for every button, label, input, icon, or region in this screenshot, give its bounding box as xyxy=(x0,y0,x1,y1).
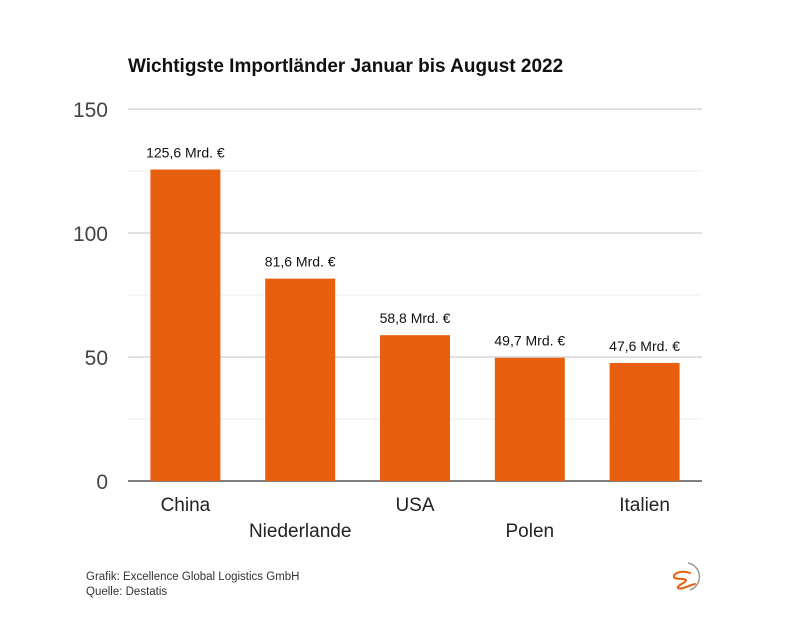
credit-grafik: Grafik: Excellence Global Logistics GmbH xyxy=(86,571,300,583)
bar-usa xyxy=(380,335,450,481)
data-label: 58,8 Mrd. € xyxy=(380,310,451,326)
x-tick-label: China xyxy=(161,495,211,516)
data-label: 47,6 Mrd. € xyxy=(609,338,680,354)
x-tick-label: Italien xyxy=(619,495,670,516)
bar-italien xyxy=(609,362,680,481)
bar-niederlande xyxy=(265,278,336,481)
x-tick-label: Niederlande xyxy=(249,521,351,542)
chart-title: Wichtigste Importländer Januar bis Augus… xyxy=(128,56,564,77)
y-tick-label: 100 xyxy=(73,223,108,246)
data-label: 81,6 Mrd. € xyxy=(265,254,336,270)
y-tick-label: 150 xyxy=(73,99,108,122)
bar-china xyxy=(150,169,221,481)
data-label: 125,6 Mrd. € xyxy=(146,145,225,161)
y-tick-label: 50 xyxy=(85,347,108,370)
x-tick-label: USA xyxy=(395,495,434,516)
y-tick-label: 0 xyxy=(96,471,108,494)
x-tick-label: Polen xyxy=(505,521,554,542)
company-logo-icon xyxy=(672,562,701,591)
credit-quelle: Quelle: Destatis xyxy=(86,586,168,598)
data-label: 49,7 Mrd. € xyxy=(494,333,565,349)
bar-polen xyxy=(494,357,565,481)
